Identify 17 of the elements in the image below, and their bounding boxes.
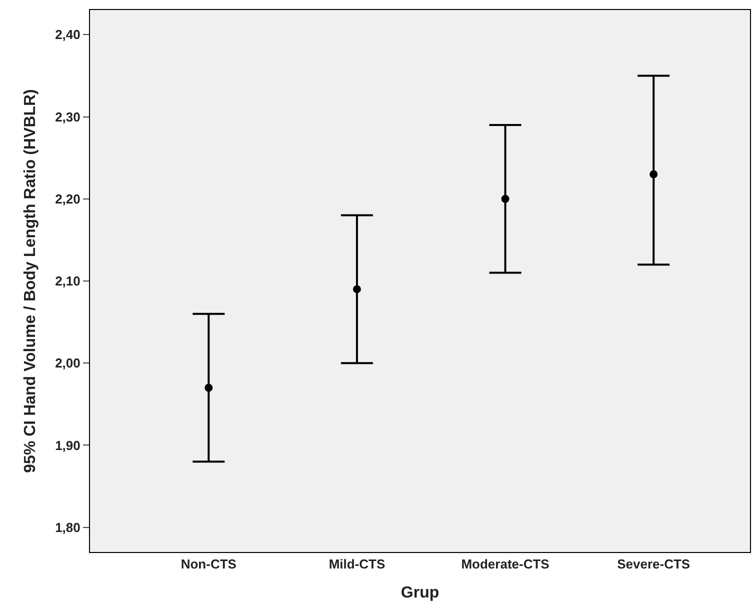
y-tick-label: 1,90 bbox=[55, 438, 80, 453]
y-tick-label: 2,30 bbox=[55, 109, 80, 124]
y-axis-title: 95% CI Hand Volume / Body Length Ratio (HVBLR) bbox=[22, 89, 39, 473]
y-tick-label: 1,80 bbox=[55, 520, 80, 535]
point bbox=[650, 170, 658, 178]
x-tick-label: Severe-CTS bbox=[617, 556, 690, 572]
x-tick-label: Mild-CTS bbox=[328, 556, 386, 572]
x-tick-label: Non-CTS bbox=[180, 556, 237, 572]
y-tick-label: 2,00 bbox=[55, 356, 80, 371]
point bbox=[501, 194, 510, 203]
point bbox=[204, 384, 213, 392]
x-tick-label: Moderate-CTS bbox=[461, 556, 550, 572]
y-tick-label: 2,20 bbox=[55, 191, 80, 206]
y-tick-label: 2,40 bbox=[55, 27, 80, 42]
x-axis-title: Grup bbox=[400, 584, 440, 602]
point bbox=[352, 285, 361, 294]
y-tick-label: 2,10 bbox=[55, 274, 80, 289]
